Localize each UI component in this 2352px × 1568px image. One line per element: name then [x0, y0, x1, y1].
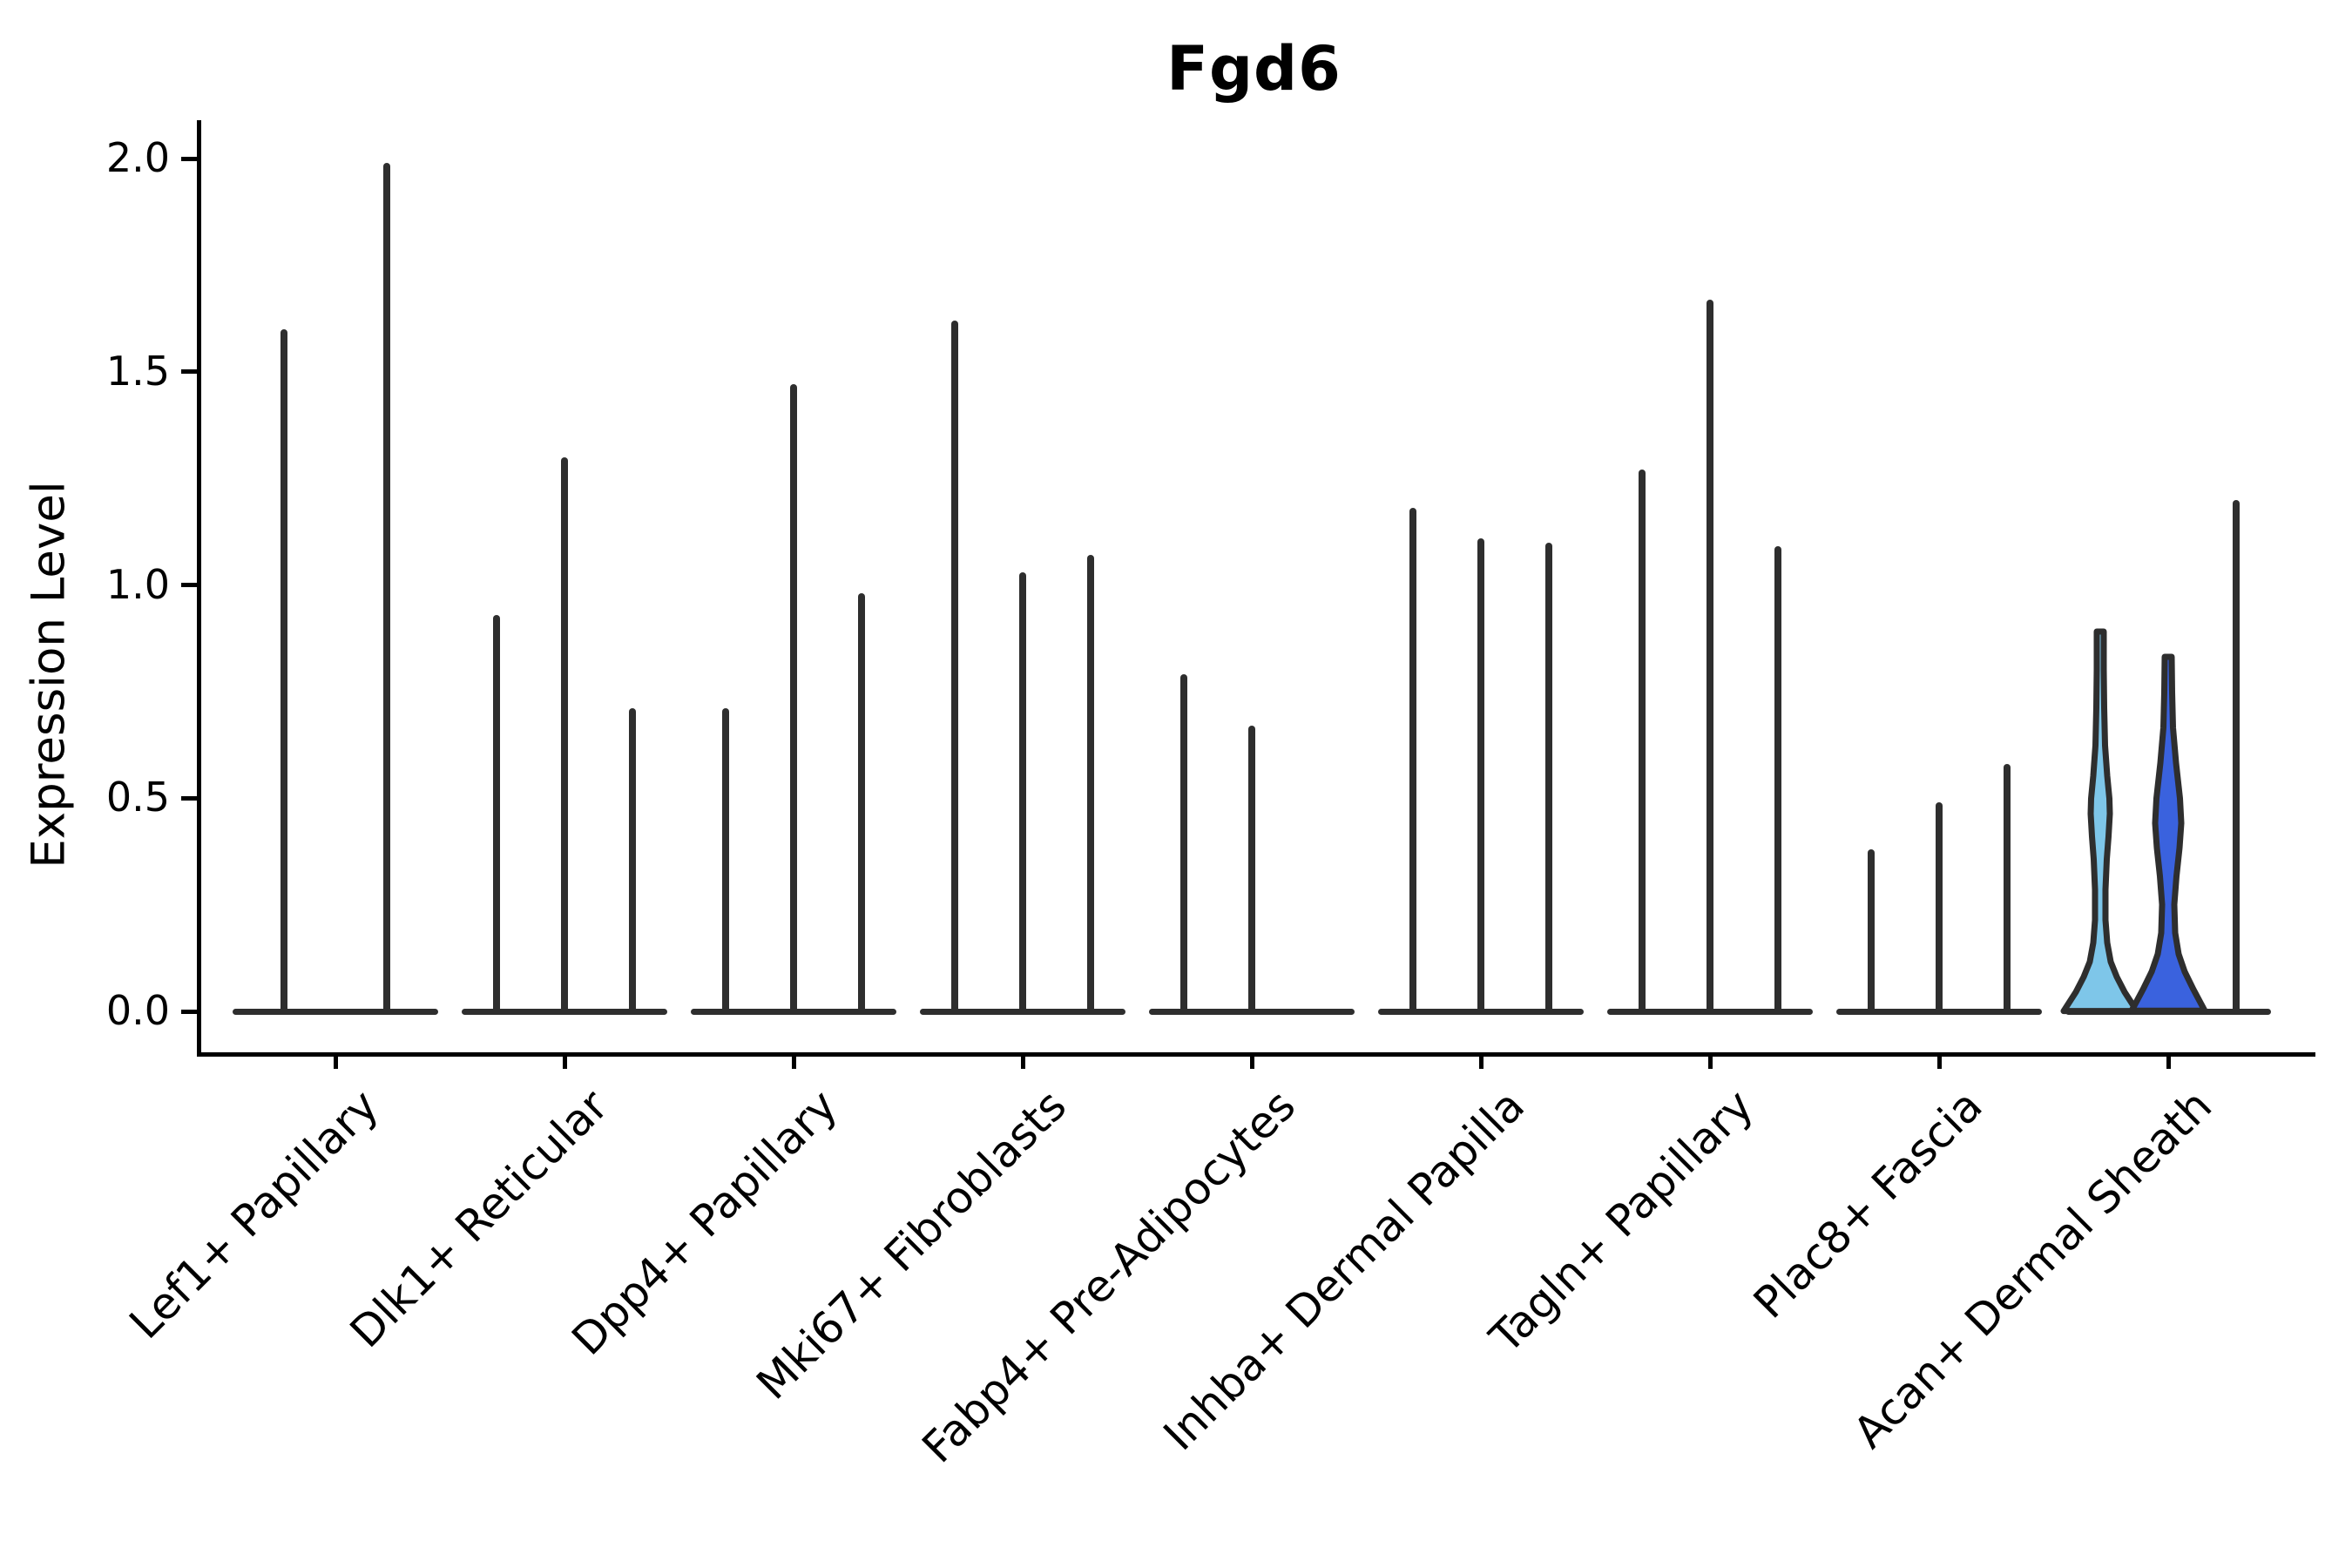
x-tick-label: Fabp4+ Pre-Adipocytes	[912, 1080, 1306, 1473]
y-tick	[181, 795, 197, 801]
x-tick	[791, 1057, 796, 1069]
violin-spike	[2004, 764, 2011, 1011]
violin-spike	[1545, 542, 1552, 1011]
violin-spike	[722, 708, 729, 1011]
violin-spike	[280, 328, 287, 1011]
violin-baseline	[233, 1008, 438, 1015]
y-tick	[181, 369, 197, 375]
y-axis-label: Expression Level	[22, 481, 76, 868]
violin-baseline	[1836, 1008, 2042, 1015]
violin-spike	[1477, 537, 1484, 1011]
x-tick-label: Lef1+ Papillary	[119, 1080, 389, 1349]
violin-spike	[790, 384, 797, 1011]
violin-spike	[1409, 508, 1416, 1011]
y-axis-spine	[197, 120, 201, 1057]
y-tick-label: 1.0	[105, 560, 170, 608]
y-tick	[181, 1009, 197, 1014]
y-tick-label: 1.5	[105, 347, 170, 395]
violin-spike	[629, 708, 636, 1011]
violin-baseline	[462, 1008, 667, 1015]
x-tick	[2166, 1057, 2171, 1069]
violin-spike	[1639, 470, 1646, 1011]
x-tick	[1478, 1057, 1484, 1069]
plot-title: Fgd6	[1166, 33, 1342, 105]
y-tick-label: 0.5	[105, 774, 170, 821]
violin-spike	[858, 593, 865, 1011]
violin-spike	[493, 614, 500, 1011]
violin-spike	[1248, 726, 1255, 1011]
violin-spike	[1707, 299, 1713, 1011]
violin-baseline	[1149, 1008, 1355, 1015]
y-tick-label: 2.0	[105, 134, 170, 181]
y-tick	[181, 156, 197, 161]
violin-baseline	[691, 1008, 896, 1015]
violin-spike	[2233, 499, 2240, 1011]
y-tick	[181, 583, 197, 587]
violin-spike	[1774, 546, 1781, 1011]
violin-shape	[2128, 653, 2208, 1014]
violin-spike	[1936, 802, 1943, 1011]
violin-spike	[951, 321, 958, 1011]
x-tick	[562, 1057, 567, 1069]
violin-baseline	[1607, 1008, 1813, 1015]
violin-spike	[1868, 848, 1875, 1011]
x-axis-spine	[197, 1052, 2315, 1057]
violin-spike	[1019, 571, 1026, 1011]
x-tick	[333, 1057, 338, 1069]
x-tick	[1249, 1057, 1254, 1069]
violin-spike	[561, 456, 568, 1011]
violin-spike	[383, 162, 390, 1011]
y-tick-label: 0.0	[105, 987, 170, 1034]
x-tick	[1936, 1057, 1942, 1069]
x-tick	[1707, 1057, 1713, 1069]
x-tick-label: Plac8+ Fascia	[1744, 1080, 1993, 1328]
violin-spike	[1087, 555, 1094, 1011]
violin-baseline	[1378, 1008, 1584, 1015]
x-tick	[1020, 1057, 1025, 1069]
violin-spike	[1180, 674, 1187, 1011]
violin-baseline	[920, 1008, 1125, 1015]
